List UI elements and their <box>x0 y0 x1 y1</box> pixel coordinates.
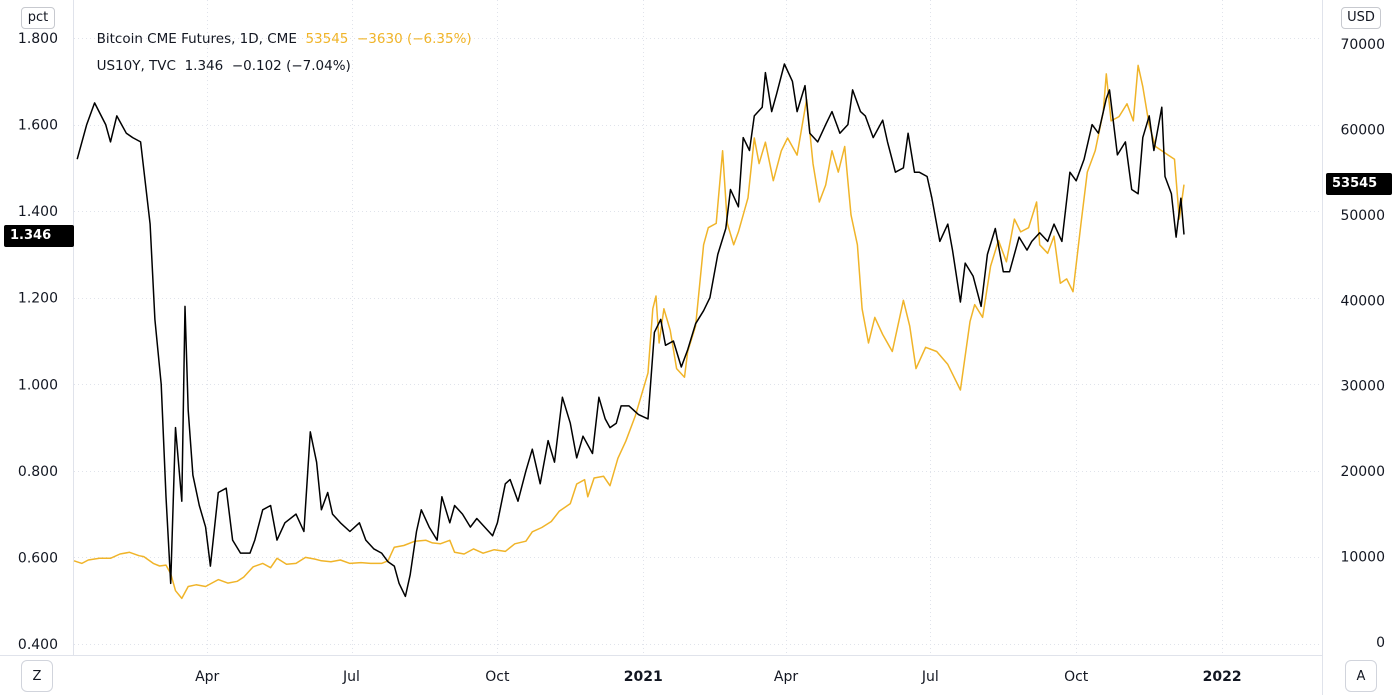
left-tick-label: 1.400 <box>18 204 58 220</box>
zoom-reset-button[interactable]: Z <box>21 660 53 692</box>
x-tick-label: Apr <box>774 669 798 685</box>
series-line-us10y <box>76 63 1185 598</box>
left-last-value-badge: 1.346 <box>4 225 74 247</box>
legend-us10y-name: US10Y, TVC <box>96 58 176 74</box>
auto-scale-button[interactable]: A <box>1345 660 1377 692</box>
right-tick-label: 70000 <box>1340 37 1385 53</box>
x-tick-label: Jul <box>921 669 939 685</box>
x-tick-label: Apr <box>195 669 219 685</box>
left-unit-label[interactable]: pct <box>21 7 55 29</box>
right-tick-label: 40000 <box>1340 293 1385 309</box>
left-tick-label: 1.200 <box>18 291 58 307</box>
left-tick-label: 0.400 <box>18 637 58 653</box>
x-tick-label: 2021 <box>624 669 663 685</box>
legend-btc-value: 53545 <box>305 31 349 47</box>
legend-us10y[interactable]: US10Y, TVC 1.346 −0.102 (−7.04%) <box>88 36 351 76</box>
grid <box>74 0 1322 655</box>
x-axis-ticks: Apr Jul Oct 2021 Apr Jul Oct 2022 <box>195 669 1241 685</box>
legend-btc-change: −3630 (−6.35%) <box>357 31 472 47</box>
right-unit-label[interactable]: USD <box>1341 7 1381 29</box>
left-axis-ticks: 1.800 1.600 1.400 1.200 1.000 0.800 0.600 0.400 <box>18 31 58 653</box>
left-tick-label: 1.800 <box>18 31 58 47</box>
legend-btc-name: Bitcoin CME Futures, 1D, CME <box>96 31 297 47</box>
right-last-value-badge: 53545 <box>1326 173 1392 195</box>
right-tick-label: 0 <box>1376 635 1385 651</box>
right-tick-label: 20000 <box>1340 464 1385 480</box>
left-tick-label: 0.800 <box>18 464 58 480</box>
right-axis-ticks: 70000 60000 50000 40000 30000 20000 10000 0 <box>1340 37 1385 651</box>
right-tick-label: 60000 <box>1340 122 1385 138</box>
right-tick-label: 50000 <box>1340 208 1385 224</box>
legend-us10y-change: −0.102 (−7.04%) <box>231 58 351 74</box>
series-group <box>73 63 1185 600</box>
right-tick-label: 10000 <box>1340 550 1385 566</box>
left-tick-label: 1.600 <box>18 118 58 134</box>
x-tick-label: 2022 <box>1203 669 1242 685</box>
right-tick-label: 30000 <box>1340 379 1385 395</box>
legend-us10y-value: 1.346 <box>184 58 224 74</box>
left-tick-label: 1.000 <box>18 377 58 393</box>
left-tick-label: 0.600 <box>18 550 58 566</box>
series-line-btc <box>73 64 1185 600</box>
legend-btc[interactable]: Bitcoin CME Futures, 1D, CME 53545 −3630… <box>88 9 472 49</box>
x-tick-label: Oct <box>1064 669 1089 685</box>
x-tick-label: Jul <box>342 669 360 685</box>
x-tick-label: Oct <box>485 669 510 685</box>
